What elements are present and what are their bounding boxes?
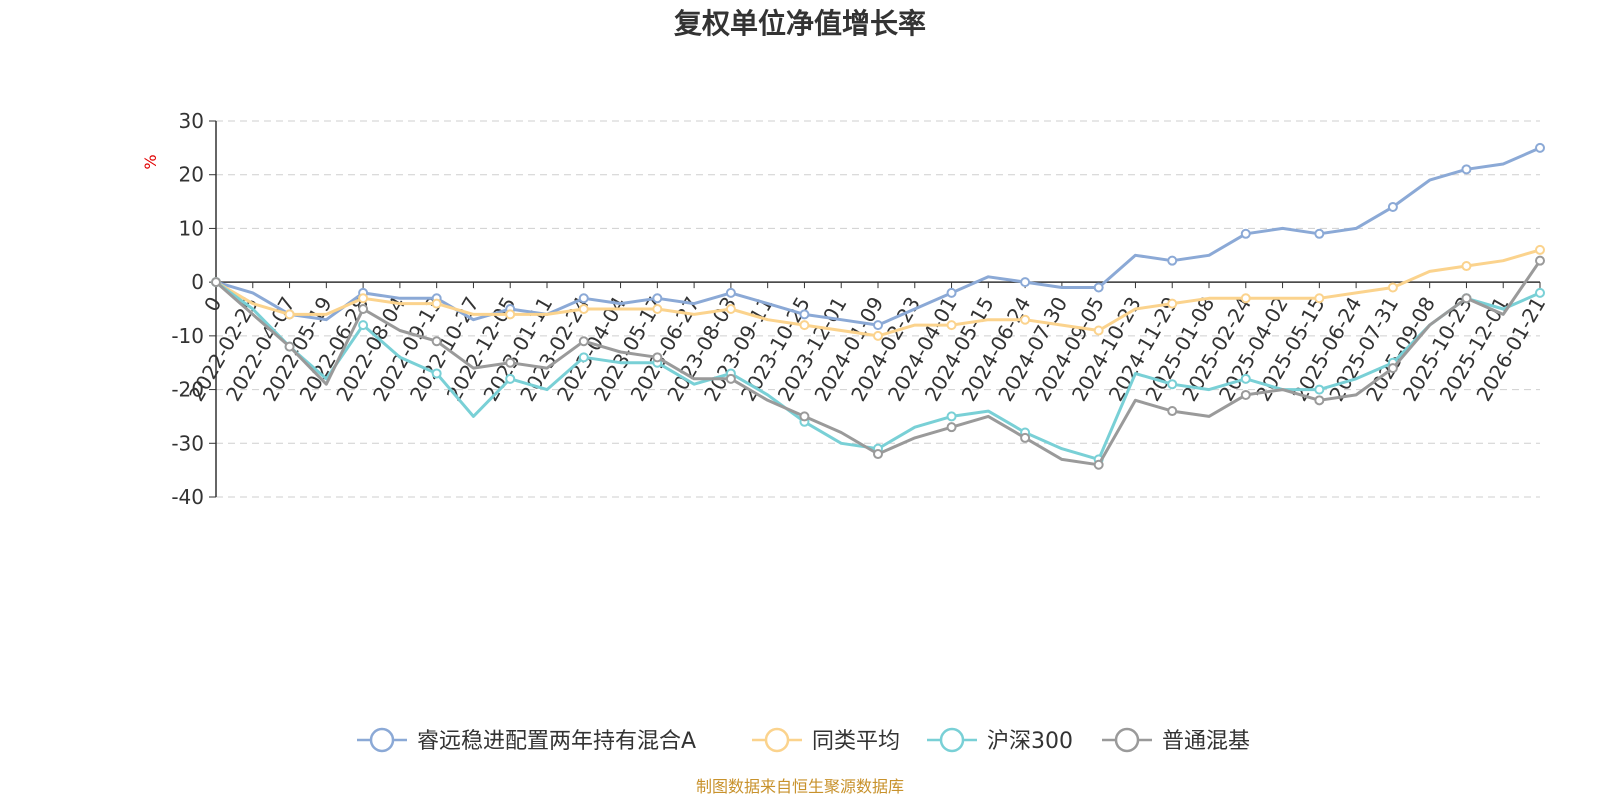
series-3 <box>211 255 1545 470</box>
data-point <box>284 309 295 320</box>
data-point <box>652 352 663 363</box>
data-point <box>873 330 883 341</box>
data-point <box>946 320 957 331</box>
series-lines <box>211 142 1545 470</box>
data-source-note: 制图数据来自恒生聚源数据库 <box>696 777 904 796</box>
data-point <box>1240 389 1251 400</box>
data-point <box>873 320 883 331</box>
data-point <box>946 422 957 433</box>
legend-item-3[interactable]: 普通混基 <box>1102 727 1250 754</box>
chart-title: 复权单位净值增长率 <box>674 7 926 40</box>
data-point <box>578 336 589 347</box>
data-point <box>431 368 442 379</box>
data-point <box>1093 325 1104 336</box>
data-point <box>1461 164 1472 175</box>
data-point <box>578 352 589 363</box>
data-point <box>358 293 369 304</box>
data-point <box>1167 255 1178 266</box>
y-tick-label: 10 <box>179 216 204 240</box>
data-point <box>1314 228 1325 239</box>
y-tick-label: -40 <box>171 485 204 509</box>
data-point <box>1093 282 1104 293</box>
data-point <box>1167 298 1178 309</box>
data-point <box>431 298 442 309</box>
y-tick-label: 30 <box>179 109 204 133</box>
data-point <box>1535 287 1545 298</box>
data-point <box>1240 293 1251 304</box>
data-point <box>1461 293 1472 304</box>
data-point <box>1535 142 1545 153</box>
data-point <box>1020 277 1031 288</box>
y-tick-label: 0 <box>191 270 204 294</box>
y-tick-label: -30 <box>171 431 204 455</box>
data-point <box>946 411 957 422</box>
data-point <box>1387 363 1398 374</box>
y-axis-unit-label: % <box>141 154 160 169</box>
data-point <box>284 341 295 352</box>
data-point <box>652 304 663 314</box>
legend-item-2[interactable]: 沪深300 <box>927 727 1073 754</box>
data-point <box>505 373 516 384</box>
data-point <box>358 320 369 331</box>
data-point <box>1020 432 1031 443</box>
data-point <box>431 336 442 347</box>
legend-label: 普通混基 <box>1162 729 1250 754</box>
legend-circle-icon <box>1114 727 1140 753</box>
x-tick-label: 0 <box>199 293 226 316</box>
series-0 <box>211 142 1545 331</box>
data-point <box>1093 459 1104 470</box>
data-point <box>1314 293 1325 304</box>
legend-circle-icon <box>939 727 965 753</box>
legend-label: 同类平均 <box>812 729 900 754</box>
data-point <box>652 293 663 304</box>
data-point <box>578 304 589 314</box>
data-point <box>1020 314 1031 325</box>
data-point <box>873 449 883 460</box>
data-point <box>1387 201 1398 212</box>
legend-item-1[interactable]: 同类平均 <box>752 727 900 754</box>
data-point <box>358 304 369 314</box>
legend[interactable]: 睿远稳进配置两年持有混合A 同类平均 沪深300 普通混基 <box>357 727 1250 754</box>
data-point <box>505 309 516 320</box>
data-point <box>1167 379 1178 390</box>
data-point <box>1461 261 1472 272</box>
data-point <box>725 373 736 384</box>
data-point <box>1314 384 1325 395</box>
data-point <box>799 411 810 422</box>
data-point <box>1240 373 1251 384</box>
y-tick-label: 20 <box>179 163 204 187</box>
data-point <box>725 287 736 298</box>
data-point <box>1314 395 1325 406</box>
y-axis-ticks: 30 20 10 0 -10 -20 -30 -40 <box>171 109 216 509</box>
data-point <box>1167 406 1178 417</box>
legend-item-0[interactable]: 睿远稳进配置两年持有混合A <box>357 727 696 754</box>
y-tick-label: -20 <box>171 378 204 402</box>
data-point <box>725 304 736 314</box>
legend-circle-icon <box>369 727 395 753</box>
data-point <box>1535 255 1545 266</box>
legend-label: 睿远稳进配置两年持有混合A <box>417 729 696 754</box>
data-point <box>578 293 589 304</box>
legend-label: 沪深300 <box>987 729 1073 754</box>
data-point <box>799 309 810 320</box>
data-point <box>1387 282 1398 293</box>
data-point <box>946 287 957 298</box>
y-tick-label: -10 <box>171 324 204 348</box>
data-point <box>799 320 810 331</box>
data-point <box>211 277 221 288</box>
data-point <box>1535 244 1545 255</box>
legend-circle-icon <box>764 727 790 753</box>
data-point <box>505 357 516 368</box>
data-point <box>1240 228 1251 239</box>
